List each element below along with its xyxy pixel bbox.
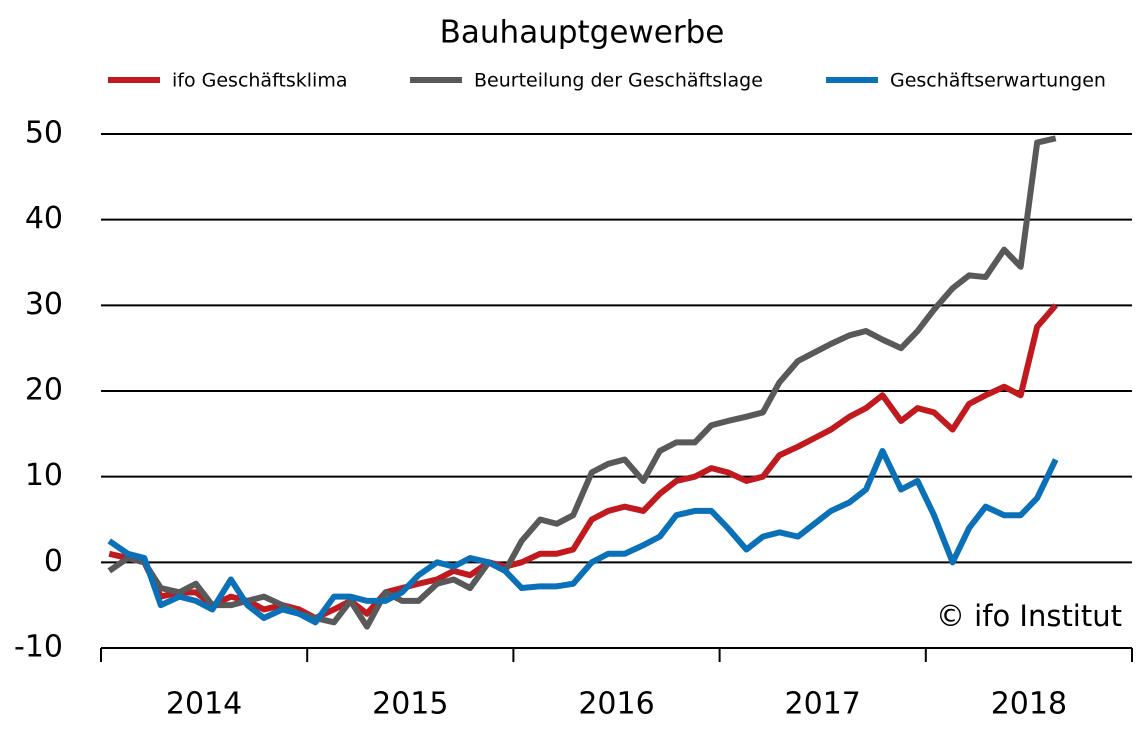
series-line <box>107 447 1059 626</box>
y-tick-label: 0 <box>44 544 63 579</box>
series-line <box>108 303 1058 622</box>
y-tick-label: 30 <box>25 287 63 322</box>
y-tick-label: 20 <box>25 373 63 408</box>
legend-label: ifo Geschäftsklima <box>172 70 348 92</box>
x-tick-label: 2017 <box>785 687 861 722</box>
y-tick-label: 40 <box>25 201 63 236</box>
x-tick-label: 2014 <box>166 687 242 722</box>
x-tick-label: 2015 <box>372 687 448 722</box>
annotation: © ifo Institut <box>936 599 1122 633</box>
series-line <box>107 135 1057 630</box>
legend-label: Beurteilung der Geschäftslage <box>474 70 763 92</box>
y-tick-label: 50 <box>25 116 63 151</box>
x-tick-label: 2018 <box>991 687 1067 722</box>
y-tick-label: -10 <box>14 630 63 665</box>
y-tick-label: 10 <box>25 458 63 493</box>
x-tick-label: 2016 <box>578 687 654 722</box>
legend-label: Geschäftserwartungen <box>890 70 1106 92</box>
chart-title: Bauhauptgewerbe <box>440 15 725 51</box>
